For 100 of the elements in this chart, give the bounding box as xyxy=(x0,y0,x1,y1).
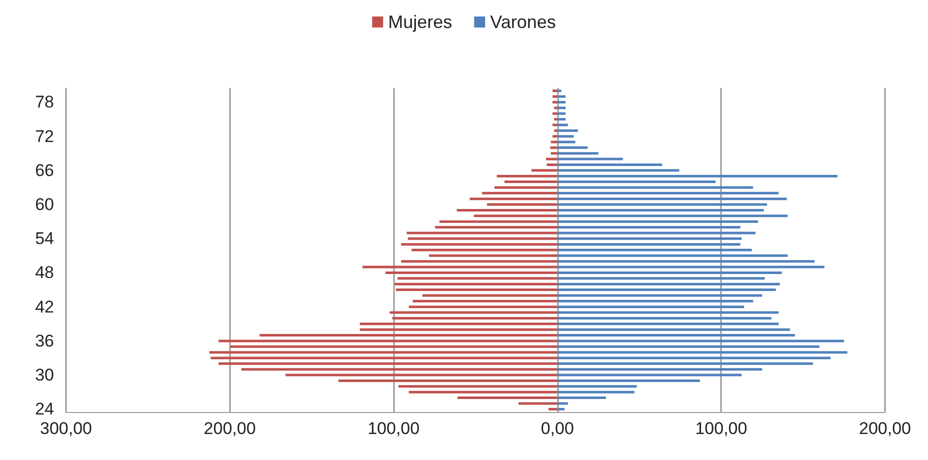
bar xyxy=(557,368,762,371)
y-tick-label: 72 xyxy=(35,126,54,146)
legend-label: Mujeres xyxy=(388,12,452,32)
bar xyxy=(546,158,558,160)
bar xyxy=(518,402,558,405)
bar xyxy=(557,174,838,178)
bar xyxy=(548,408,558,410)
bar xyxy=(557,356,831,360)
bar xyxy=(552,112,558,115)
bar xyxy=(209,351,558,354)
bar xyxy=(552,95,558,98)
bar xyxy=(557,334,795,337)
bar xyxy=(408,237,558,240)
bar xyxy=(557,112,566,115)
bar xyxy=(557,300,754,302)
bar xyxy=(557,186,754,189)
bar xyxy=(557,328,790,331)
bar xyxy=(557,396,606,400)
x-tick-label: 300,00 xyxy=(40,419,92,438)
bar xyxy=(552,124,558,126)
bar xyxy=(504,180,558,184)
bar xyxy=(557,260,815,263)
bar xyxy=(557,254,788,257)
x-tick-label: 200,00 xyxy=(859,419,911,438)
x-tick-label: 200,00 xyxy=(204,419,256,438)
bar xyxy=(552,135,558,138)
x-tick-label: 100,00 xyxy=(368,419,420,438)
bar xyxy=(210,356,558,360)
bar xyxy=(557,192,779,194)
y-tick-label: 60 xyxy=(35,195,54,214)
bar xyxy=(422,294,558,297)
bar xyxy=(398,385,558,388)
bar xyxy=(557,294,762,297)
bar xyxy=(392,316,558,320)
y-tick-label: 78 xyxy=(35,92,54,112)
bar xyxy=(557,322,779,326)
bar xyxy=(338,379,558,382)
y-tick-label: 54 xyxy=(35,229,54,248)
bar xyxy=(552,90,558,92)
bar xyxy=(557,345,820,348)
bar xyxy=(554,106,558,110)
bar xyxy=(557,180,716,184)
y-tick-label: 48 xyxy=(35,263,54,282)
bar xyxy=(557,237,742,240)
bar xyxy=(285,374,558,376)
bar xyxy=(557,95,566,98)
bar xyxy=(456,208,558,212)
bar xyxy=(408,390,558,394)
bar xyxy=(557,100,566,104)
bar xyxy=(557,379,700,382)
legend-label: Varones xyxy=(490,12,556,32)
y-tick-label: 66 xyxy=(35,160,54,180)
bar xyxy=(486,203,558,206)
bar xyxy=(554,129,558,132)
bar xyxy=(557,408,565,410)
bar xyxy=(552,100,558,104)
bar xyxy=(385,271,558,274)
bar xyxy=(557,124,568,126)
y-tick-label: 30 xyxy=(35,366,54,385)
bar xyxy=(557,203,768,206)
bar xyxy=(230,345,558,348)
bar xyxy=(557,340,844,342)
bar xyxy=(557,118,566,121)
bar xyxy=(557,158,623,160)
bar xyxy=(532,169,558,172)
bar xyxy=(496,174,558,178)
bar xyxy=(550,146,558,149)
bar xyxy=(439,220,558,223)
bar xyxy=(360,328,558,331)
bar xyxy=(435,226,558,229)
bar xyxy=(557,266,824,268)
bar xyxy=(482,192,558,194)
y-tick-label: 36 xyxy=(35,331,54,350)
bar xyxy=(428,254,558,257)
bar xyxy=(557,208,764,212)
bar xyxy=(557,402,568,405)
bar xyxy=(412,300,558,302)
bar xyxy=(557,146,588,149)
bar xyxy=(557,282,780,286)
bar xyxy=(408,306,558,308)
bar xyxy=(557,362,813,365)
bar xyxy=(557,106,566,110)
bar xyxy=(412,248,558,252)
bar xyxy=(557,316,772,320)
bar xyxy=(557,169,680,172)
bar xyxy=(396,288,558,292)
bar xyxy=(557,306,744,308)
bar xyxy=(557,163,662,166)
bar xyxy=(474,214,558,218)
bar xyxy=(557,374,742,376)
bar xyxy=(362,266,558,268)
bar xyxy=(557,271,782,274)
bar xyxy=(557,140,576,144)
bar xyxy=(390,311,558,314)
bar xyxy=(394,282,558,286)
bar xyxy=(557,385,637,388)
bar xyxy=(557,248,752,252)
bar xyxy=(557,198,787,200)
bar xyxy=(550,140,558,144)
bar xyxy=(557,232,756,234)
